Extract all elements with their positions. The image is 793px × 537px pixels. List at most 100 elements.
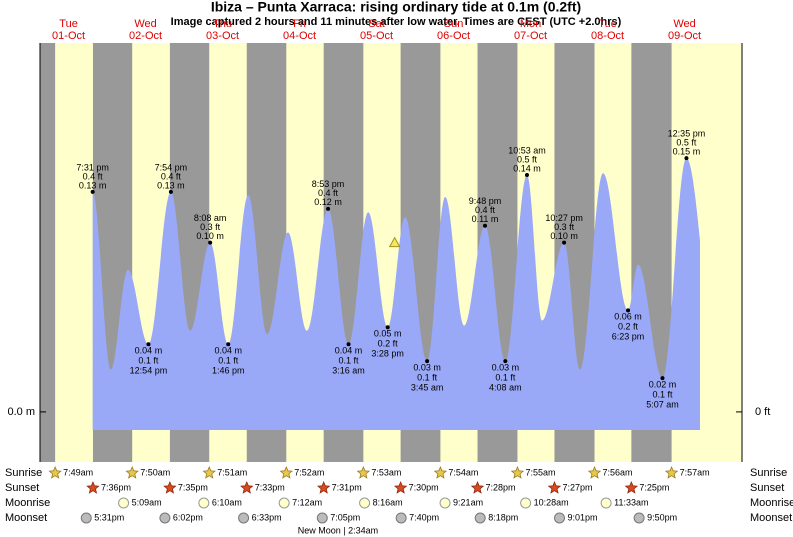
moonset-time: 8:18pm: [488, 512, 518, 522]
row-label: Sunrise: [750, 467, 787, 479]
sunrise-time: 7:52am: [294, 467, 324, 477]
tide-area: [92, 158, 700, 430]
extreme-point: [684, 156, 689, 161]
row-label: Moonset: [750, 512, 792, 524]
day-weekday: Wed: [673, 18, 695, 30]
day-weekday: Sat: [368, 18, 385, 30]
sunset-time: 7:28pm: [486, 482, 516, 492]
sunrise-icon: [356, 465, 371, 479]
extreme-point: [146, 342, 151, 347]
sunrise-icon: [125, 465, 139, 479]
extreme-ft: 0.3 ft: [200, 222, 221, 232]
day-date: 08-Oct: [591, 30, 624, 42]
sunrise-icon: [433, 465, 448, 479]
extreme-ft: 0.1 ft: [495, 373, 516, 383]
extreme-point: [346, 342, 351, 347]
extreme-m: 0.02 m: [649, 379, 677, 389]
moonrise-time: 11:33am: [614, 497, 648, 507]
sunrise-icon: [279, 465, 293, 479]
moonset-icon: [238, 512, 250, 524]
sunrise-icon: [202, 465, 216, 479]
extreme-m: 0.13 m: [157, 180, 185, 190]
extreme-time: 10:27 pm: [545, 213, 583, 223]
extreme-point: [660, 376, 665, 381]
extreme-m: 0.06 m: [614, 312, 642, 322]
extreme-time: 7:31 pm: [76, 162, 109, 172]
chart-title: Ibiza – Punta Xarraca: rising ordinary t…: [211, 0, 581, 15]
extreme-ft: 0.3 ft: [554, 222, 575, 232]
moonset-time: 9:01pm: [567, 512, 597, 522]
extreme-ft: 0.4 ft: [475, 205, 496, 215]
extreme-point: [90, 189, 95, 194]
extreme-point: [385, 325, 390, 330]
moon-phase: New Moon | 2:34am: [298, 525, 378, 535]
day-date: 03-Oct: [206, 30, 239, 42]
extreme-m: 0.10 m: [550, 231, 578, 241]
extreme-ft: 0.2 ft: [618, 322, 639, 332]
extreme-time: 6:23 pm: [612, 332, 645, 342]
extreme-ft: 0.2 ft: [378, 339, 399, 349]
sunset-time: 7:30pm: [409, 482, 439, 492]
extreme-ft: 0.4 ft: [161, 171, 182, 181]
extreme-point: [168, 189, 173, 194]
extreme-time: 1:46 pm: [212, 366, 245, 376]
sunset-time: 7:25pm: [639, 482, 669, 492]
sunset-time: 7:33pm: [255, 482, 285, 492]
moonrise-time: 9:21am: [453, 497, 483, 507]
extreme-m: 0.13 m: [79, 180, 107, 190]
sunrise-icon: [48, 465, 62, 479]
extreme-m: 0.04 m: [135, 346, 163, 356]
extreme-ft: 0.1 ft: [652, 389, 673, 399]
moonset-time: 6:33pm: [252, 512, 282, 522]
extreme-ft: 0.1 ft: [339, 356, 360, 366]
day-date: 01-Oct: [52, 30, 85, 42]
extreme-ft: 0.5 ft: [517, 154, 538, 164]
extreme-time: 8:53 pm: [312, 179, 345, 189]
moonrise-time: 8:16am: [373, 497, 403, 507]
extreme-time: 10:53 am: [508, 145, 546, 155]
day-band: [55, 43, 93, 462]
extreme-time: 3:28 pm: [371, 349, 404, 359]
extreme-point: [503, 359, 508, 364]
sunset-time: 7:31pm: [332, 482, 362, 492]
sunset-icon: [470, 480, 485, 494]
extreme-time: 3:45 am: [411, 383, 444, 393]
sunset-icon: [547, 480, 562, 494]
sunrise-time: 7:50am: [140, 467, 170, 477]
moonset-icon: [80, 512, 92, 524]
sunset-icon: [624, 480, 639, 494]
extreme-m: 0.11 m: [472, 214, 499, 224]
moonset-time: 9:50pm: [647, 512, 677, 522]
extreme-ft: 0.1 ft: [218, 356, 239, 366]
y2-tick-label: 0 ft: [755, 406, 770, 418]
moonset-icon: [316, 512, 328, 524]
sunrise-time: 7:54am: [448, 467, 478, 477]
row-label: Moonset: [5, 512, 47, 524]
sunset-icon: [240, 480, 254, 494]
row-label: Moonrise: [5, 497, 50, 509]
extreme-m: 0.14 m: [513, 163, 541, 173]
row-label: Sunset: [750, 482, 784, 494]
day-weekday: Thu: [213, 18, 232, 30]
day-date: 07-Oct: [514, 30, 547, 42]
moonrise-icon: [520, 497, 532, 509]
sunrise-time: 7:55am: [525, 467, 555, 477]
extreme-point: [425, 359, 430, 364]
sunset-icon: [163, 480, 177, 494]
extreme-point: [483, 223, 488, 228]
sunrise-time: 7:49am: [63, 467, 93, 477]
day-date: 09-Oct: [668, 30, 701, 42]
extreme-point: [226, 342, 231, 347]
moonrise-icon: [278, 497, 290, 509]
extreme-point: [208, 240, 213, 245]
extreme-ft: 0.1 ft: [138, 356, 159, 366]
day-date: 05-Oct: [360, 30, 393, 42]
extreme-time: 12:54 pm: [130, 366, 168, 376]
sunrise-time: 7:53am: [371, 467, 401, 477]
moonrise-icon: [359, 497, 371, 509]
sunset-icon: [393, 480, 408, 494]
extreme-point: [326, 206, 331, 211]
moonset-icon: [395, 512, 407, 524]
sunrise-time: 7:56am: [603, 467, 633, 477]
moonset-time: 6:02pm: [173, 512, 203, 522]
